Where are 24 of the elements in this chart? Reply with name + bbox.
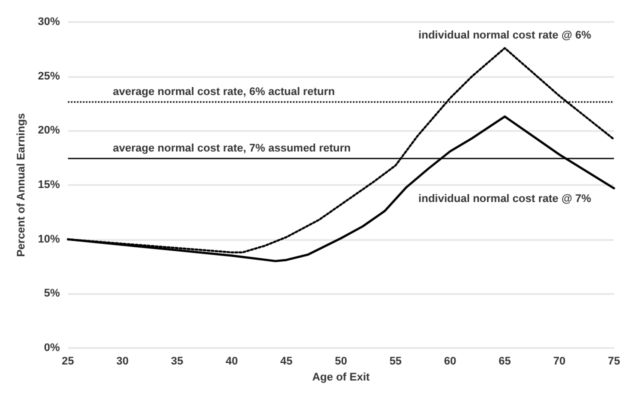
x-tick-label: 30 xyxy=(116,356,129,368)
y-tick-label: 10% xyxy=(38,233,60,246)
series-label: individual normal cost rate @ 6% xyxy=(418,30,592,42)
x-tick-label: 75 xyxy=(608,356,620,368)
x-tick-label: 50 xyxy=(334,356,348,368)
x-tick-label: 70 xyxy=(553,356,566,368)
x-tick-label: 55 xyxy=(389,356,402,368)
series-label: individual normal cost rate @ 7% xyxy=(418,193,592,206)
x-tick-label: 45 xyxy=(280,356,292,368)
y-tick-label: 20% xyxy=(38,124,60,137)
ref-line-label: average normal cost rate, 7% assumed return xyxy=(112,142,352,154)
y-tick-label: 5% xyxy=(44,288,60,300)
x-tick-label: 65 xyxy=(498,356,511,368)
x-tick-label: 25 xyxy=(62,356,74,368)
y-axis-title: Percent of Annual Earnings xyxy=(16,113,28,257)
x-tick-label: 35 xyxy=(171,356,184,368)
y-tick-label: 30% xyxy=(38,16,60,28)
x-tick-label: 40 xyxy=(226,356,238,368)
x-axis-title: Age of Exit xyxy=(312,371,370,384)
y-tick-label: 0% xyxy=(44,342,60,354)
y-tick-label: 25% xyxy=(38,70,60,82)
ref-line-label: average normal cost rate, 6% actual return xyxy=(112,86,336,98)
y-tick-label: 15% xyxy=(38,179,60,191)
x-tick-label: 60 xyxy=(444,356,456,368)
